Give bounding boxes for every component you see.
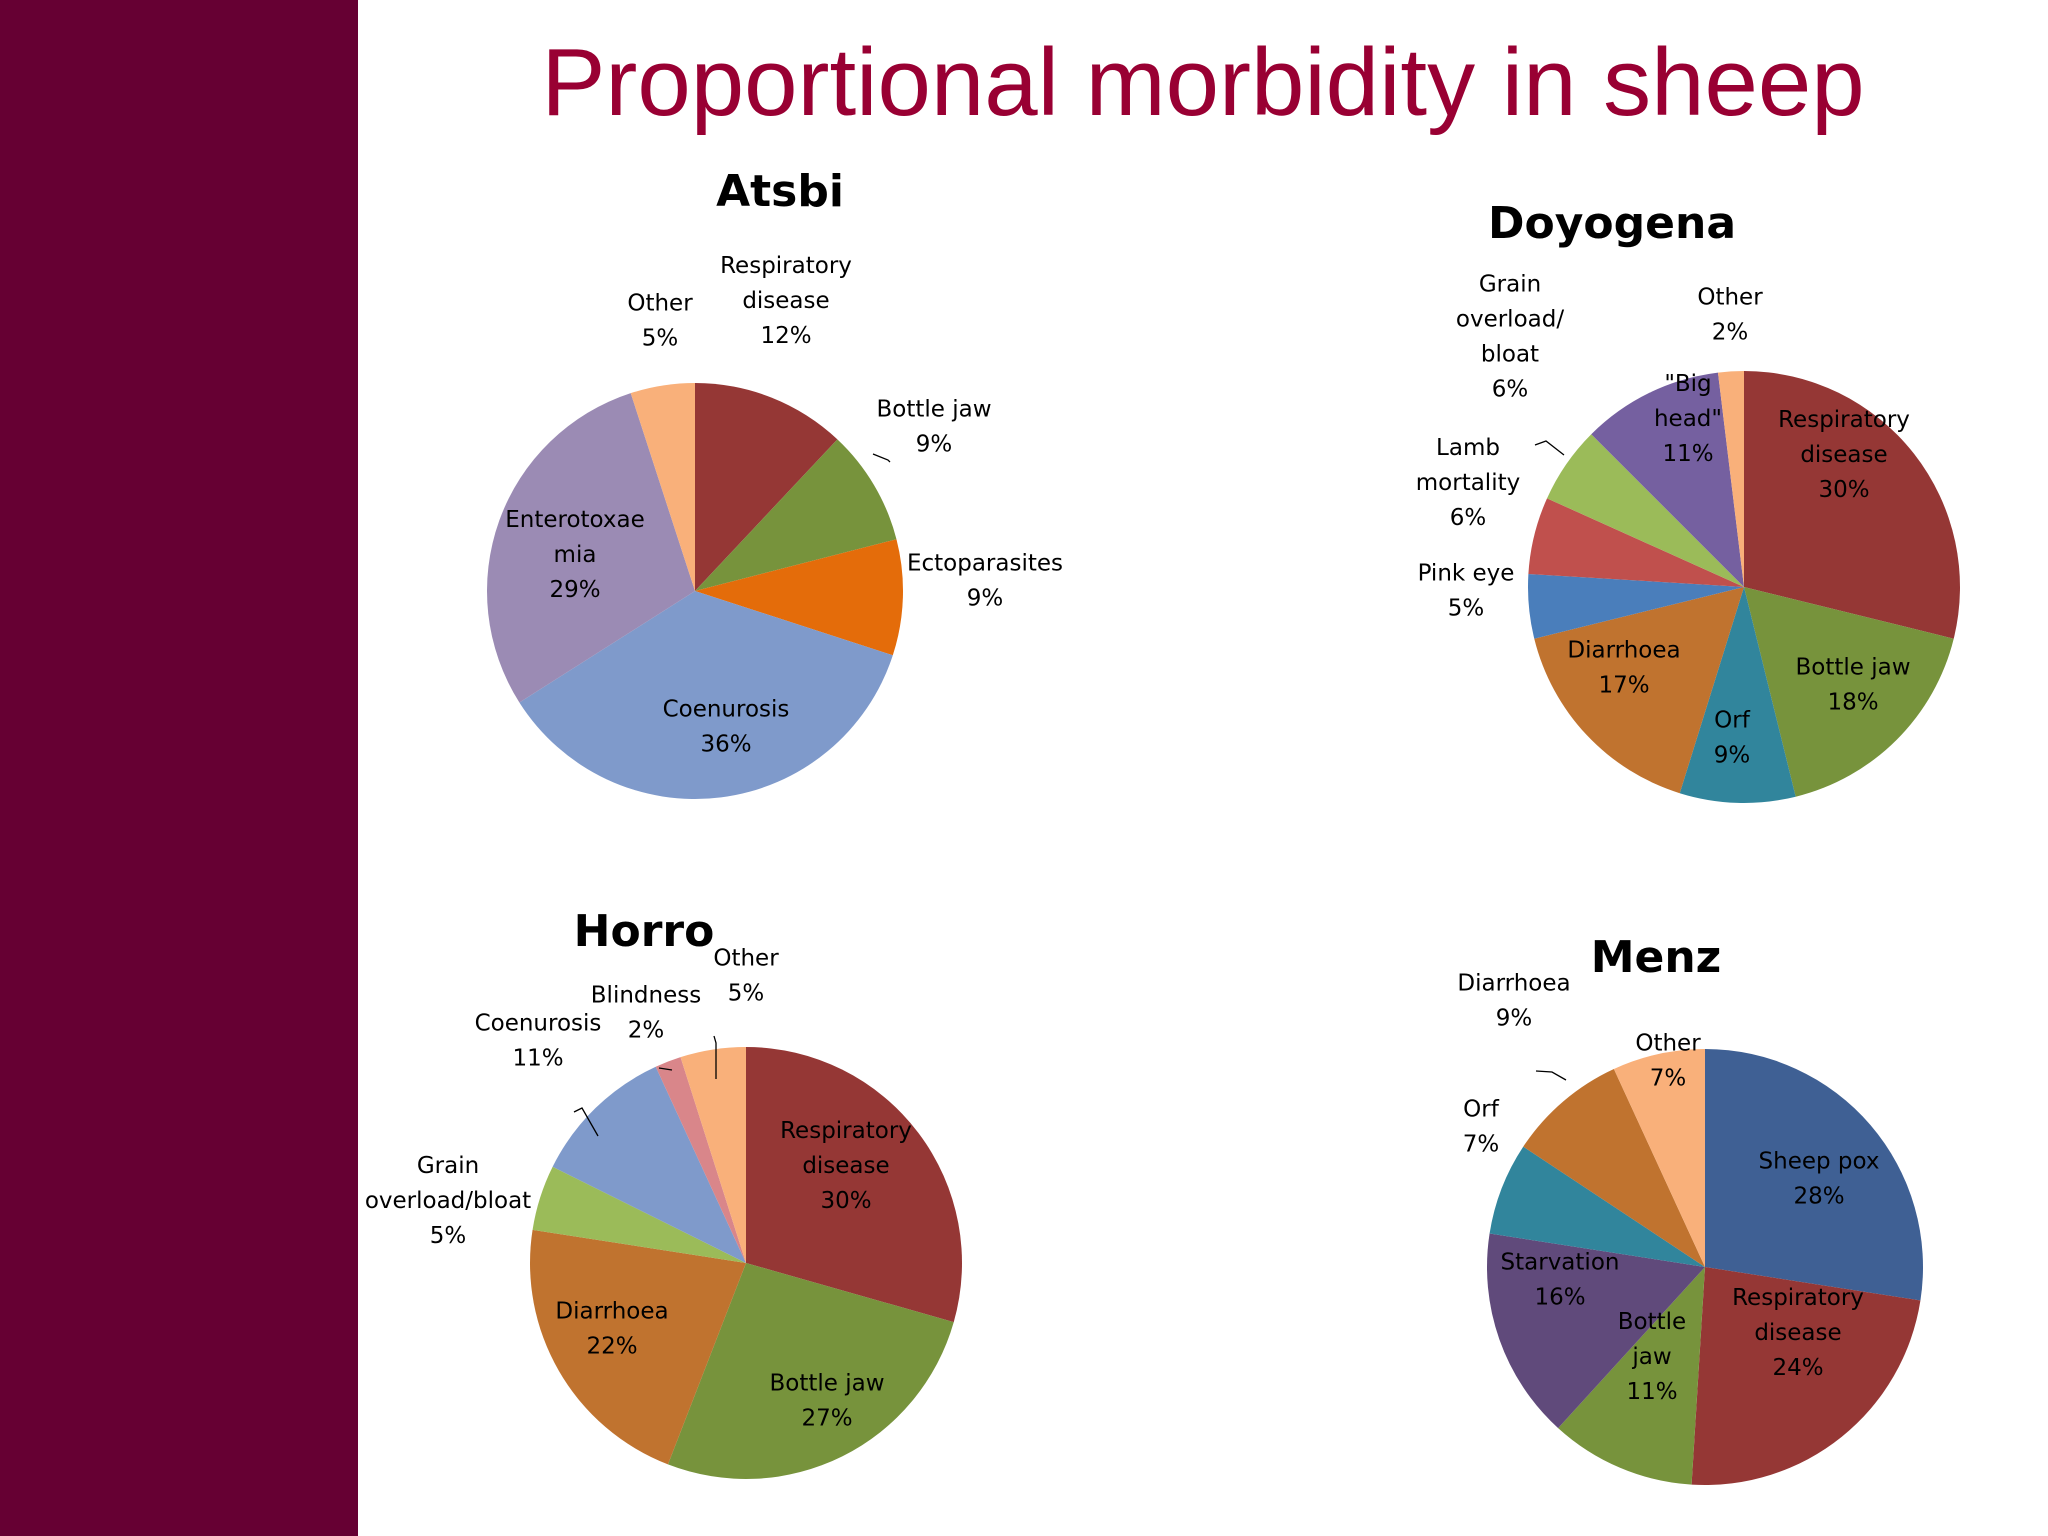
pie-slice xyxy=(1717,371,1744,587)
data-label: Respiratory disease 30% xyxy=(780,1118,912,1214)
data-label: Lamb mortality 6% xyxy=(1416,435,1520,531)
data-label: Bottle jaw 18% xyxy=(1795,655,1910,716)
chart-title-atsbi: Atsbi xyxy=(716,166,844,217)
data-label: Bottle jaw 9% xyxy=(876,397,991,458)
pie-slice xyxy=(1487,1233,1705,1429)
data-label: Grain overload/bloat 5% xyxy=(365,1153,531,1249)
data-label: Bottle jaw 27% xyxy=(769,1371,884,1432)
sidebar-band xyxy=(0,0,358,1536)
data-label: Ectoparasites 9% xyxy=(907,551,1063,612)
pie-slice xyxy=(1679,587,1796,803)
pie-slice xyxy=(487,393,695,703)
leader-line xyxy=(573,1107,599,1137)
data-label: "Big head" 11% xyxy=(1654,371,1722,467)
pie-slice xyxy=(1528,498,1744,587)
data-label: Pink eye 5% xyxy=(1418,561,1515,622)
data-label: Diarrhoea 9% xyxy=(1457,971,1570,1032)
pie-slice xyxy=(519,591,893,800)
data-label: Other 5% xyxy=(713,946,779,1007)
data-label: Other 2% xyxy=(1697,285,1763,346)
pie-slice xyxy=(1527,573,1744,639)
chart-title-horro: Horro xyxy=(573,906,715,957)
leader-line xyxy=(713,1035,717,1079)
pie-slice xyxy=(1744,371,1960,639)
pie-slice xyxy=(532,1166,746,1263)
pie-slice xyxy=(1691,1267,1921,1486)
data-label: Enterotoxae mia 29% xyxy=(505,507,645,603)
pie-slice xyxy=(630,383,695,591)
pie-slice xyxy=(695,383,838,591)
pie-slice xyxy=(746,1047,962,1323)
pie-slice xyxy=(1558,1267,1705,1485)
data-label: Starvation 16% xyxy=(1501,1250,1620,1311)
data-label: Other 7% xyxy=(1635,1031,1701,1092)
pie-atsbi: Respiratory disease 12% Bottle jaw 9% Ectopar… xyxy=(487,253,1063,800)
pie-slice xyxy=(552,1066,746,1263)
pie-slice xyxy=(1547,434,1744,587)
slide-title: Proportional morbidity in sheep xyxy=(541,29,1865,136)
pie-slice xyxy=(1523,1068,1705,1267)
pie-slice xyxy=(1744,587,1954,797)
pie-slice xyxy=(1534,587,1744,794)
pie-slice xyxy=(667,1263,954,1479)
data-label: Respiratory disease 24% xyxy=(1732,1285,1864,1381)
data-label: Bottle jaw 11% xyxy=(1618,1309,1686,1405)
pie-slice xyxy=(1489,1146,1705,1267)
chart-title-menz: Menz xyxy=(1590,932,1722,983)
leader-line xyxy=(1534,440,1565,456)
pie-slice xyxy=(695,439,897,591)
data-label: Other 5% xyxy=(627,291,693,352)
pie-doyogena: Respiratory disease 30% Bottle jaw 18% Orf 9% D… xyxy=(1416,272,1960,803)
data-label: Respiratory disease 12% xyxy=(720,253,852,349)
pie-slice xyxy=(1613,1049,1705,1267)
data-label: Orf 7% xyxy=(1463,1097,1500,1158)
data-label: Respiratory disease 30% xyxy=(1778,407,1910,503)
chart-title-doyogena: Doyogena xyxy=(1487,198,1737,249)
data-label: Coenurosis 36% xyxy=(663,697,790,758)
data-label: Diarrhoea 17% xyxy=(1567,638,1680,699)
data-label: Orf 9% xyxy=(1714,708,1751,769)
leader-line xyxy=(1535,1070,1567,1081)
data-label: Coenurosis 11% xyxy=(475,1011,602,1072)
pie-menz: Sheep pox 28% Respiratory disease 24% Bottle j… xyxy=(1457,971,1924,1486)
data-label: Sheep pox 28% xyxy=(1759,1149,1880,1210)
pie-horro: Respiratory disease 30% Bottle jaw 27% Diarrh… xyxy=(365,946,962,1479)
leader-line xyxy=(872,453,891,463)
pie-slice xyxy=(695,539,904,656)
data-label: Grain overload/bloat 6% xyxy=(1456,272,1564,403)
pie-slice xyxy=(655,1057,746,1263)
pie-slice xyxy=(1591,372,1744,587)
pie-slice xyxy=(530,1229,746,1465)
data-label: Diarrhoea 22% xyxy=(555,1299,668,1360)
data-label: Blindness 2% xyxy=(591,983,701,1044)
leader-line xyxy=(658,1067,673,1071)
pie-slice xyxy=(1705,1049,1924,1301)
pie-slice xyxy=(680,1047,746,1263)
